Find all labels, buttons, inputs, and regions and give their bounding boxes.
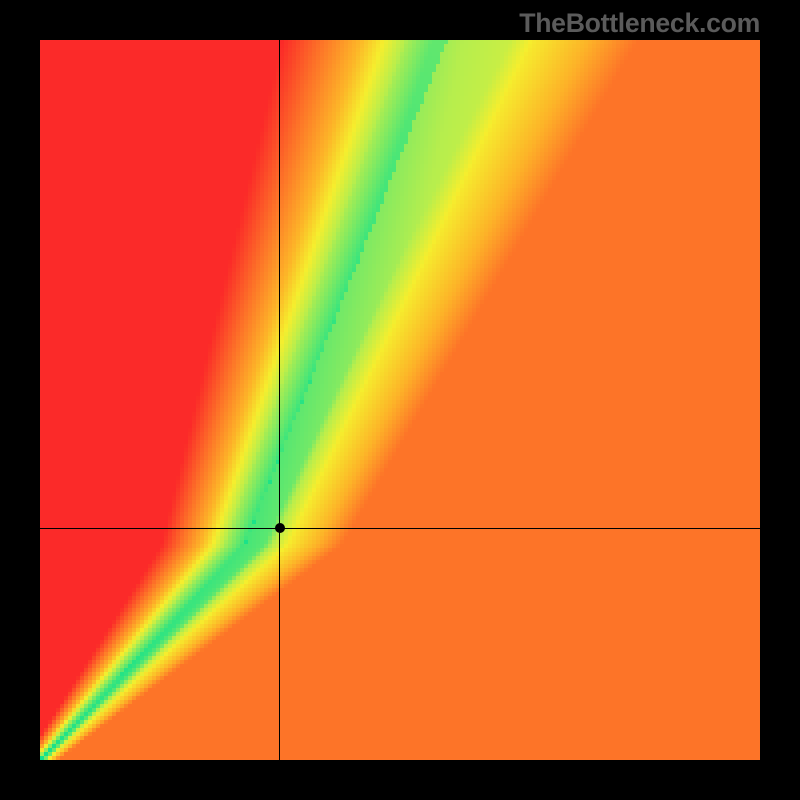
crosshair-horizontal bbox=[40, 528, 760, 529]
bottleneck-heatmap bbox=[40, 40, 760, 760]
crosshair-vertical bbox=[279, 40, 280, 760]
watermark-label: TheBottleneck.com bbox=[519, 8, 760, 39]
chart-root: TheBottleneck.com bbox=[0, 0, 800, 800]
crosshair-marker bbox=[275, 523, 285, 533]
